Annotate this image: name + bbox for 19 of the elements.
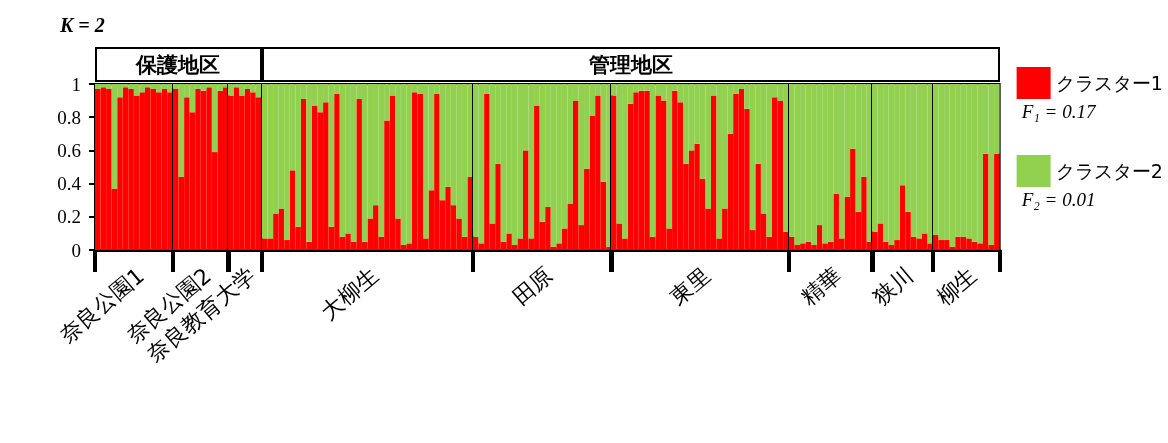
x-axis-title: 田原 [507,262,558,311]
legend-label: クラスター2 [1055,160,1164,182]
chart-title: K = 2 [59,14,105,36]
x-axis-title: 大柳生 [315,262,383,325]
text: 管理地区 [261,47,1000,82]
y-tick-label: 0 [71,239,81,261]
x-axis-title: 狭川 [868,262,918,311]
y-tick-label: 0.8 [57,106,81,128]
y-tick-label: 0.6 [57,139,81,161]
y-tick-label: 0.2 [57,206,81,228]
text: 保護地区 [95,47,262,82]
y-tick-label: 1 [71,73,81,95]
text: F₁ = 0.17 [1020,101,1098,122]
x-axis-title: 精華 [795,262,846,311]
x-axis-title: 東里 [665,262,716,311]
x-axis-title: 柳生 [932,262,982,311]
y-tick-label: 0.4 [57,173,82,195]
legend-label: クラスター1 [1055,72,1164,94]
text: F₂ = 0.01 [1020,189,1096,210]
